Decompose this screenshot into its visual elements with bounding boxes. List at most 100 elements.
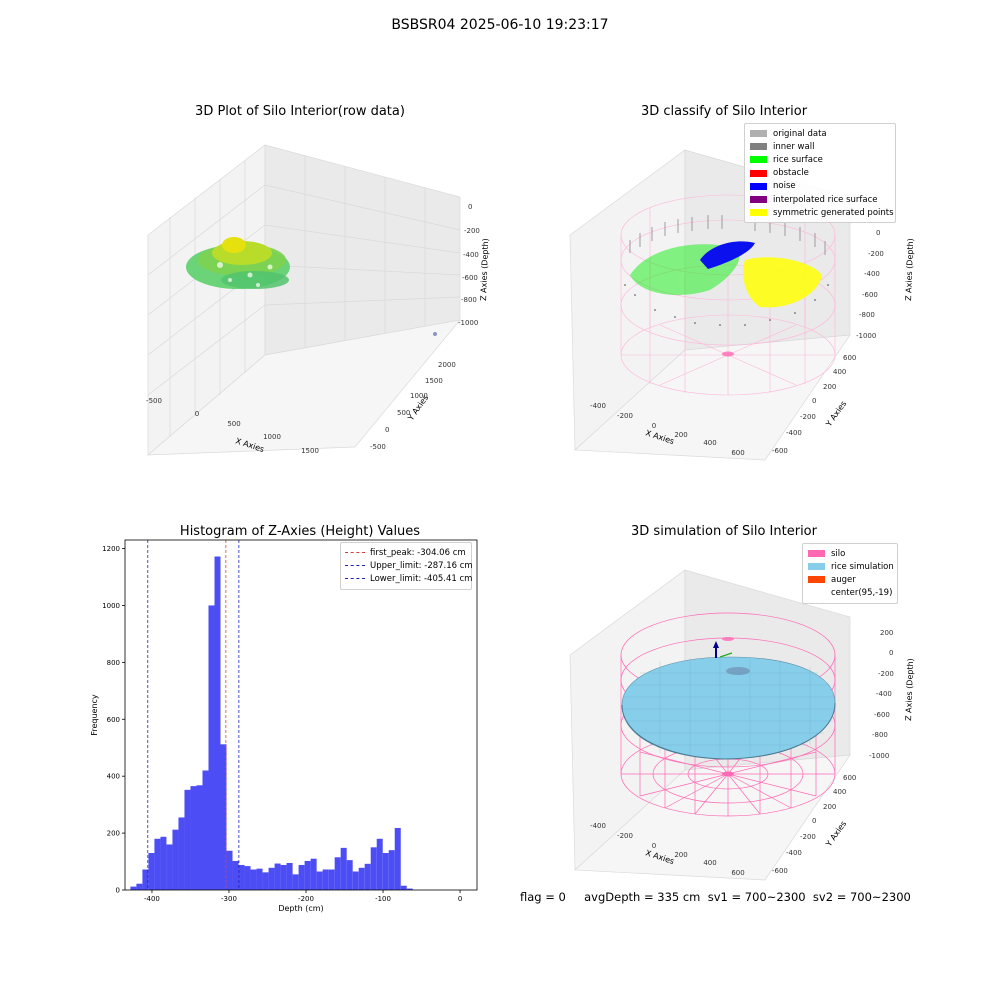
histogram-bar: [358, 867, 365, 890]
x-tick-label: -400: [144, 895, 160, 903]
svg-text:-1000: -1000: [458, 319, 478, 327]
histogram-bar: [334, 857, 341, 890]
histogram-ylabel: Frequency: [90, 694, 99, 736]
legend-swatch: [750, 209, 767, 217]
histogram-bar: [232, 860, 239, 890]
legend-item: obstacle: [750, 167, 890, 180]
legend-swatch: [750, 169, 767, 177]
histogram-bars: [130, 556, 413, 890]
histogram-bar: [322, 869, 329, 890]
legend-item: rice surface: [750, 153, 890, 166]
svg-text:0: 0: [195, 410, 199, 418]
legend-swatch: [750, 156, 767, 164]
x-tick-label: -100: [375, 895, 391, 903]
y-tick-label: 0: [116, 887, 120, 895]
svg-text:-500: -500: [370, 443, 386, 451]
svg-text:-800: -800: [859, 311, 875, 319]
svg-text:0: 0: [889, 649, 893, 657]
histogram-bar: [178, 817, 185, 890]
panel1-axes-box: [147, 144, 461, 456]
panel4-plot: -400 -200 0 200 400 600 -600 -400 -200 0…: [569, 569, 915, 881]
histogram-bar: [208, 605, 215, 890]
histogram-bar: [190, 786, 197, 890]
histogram-frame: [124, 539, 478, 891]
histogram-bar: [244, 866, 251, 890]
svg-text:0: 0: [385, 426, 389, 434]
legend-swatch: [750, 182, 767, 190]
histogram-bar: [370, 847, 377, 890]
histogram-bar: [280, 864, 287, 890]
histogram-bar: [346, 860, 353, 890]
panel4-ylabel: Y Axies: [824, 819, 849, 849]
legend-line: [345, 578, 365, 580]
svg-text:600: 600: [731, 869, 744, 877]
histogram-bar: [292, 874, 299, 890]
histogram-bar: [160, 836, 167, 890]
histogram-legend: first_peak: -304.06 cm Upper_limit: -287…: [340, 542, 473, 590]
panel1-plot: -500 0 500 1000 1500 -500 0 500 1000 150…: [146, 144, 490, 456]
svg-text:-200: -200: [464, 227, 480, 235]
svg-text:400: 400: [833, 788, 846, 796]
svg-text:400: 400: [703, 439, 716, 447]
histogram-bar: [376, 838, 383, 890]
legend-item: first_peak: -304.06 cm: [345, 546, 467, 559]
svg-text:2000: 2000: [438, 361, 456, 369]
y-tick-label: 800: [107, 659, 120, 667]
svg-text:500: 500: [397, 409, 410, 417]
svg-text:400: 400: [703, 859, 716, 867]
svg-text:200: 200: [823, 803, 836, 811]
panel4-legend: silo rice simulation auger center(95,-19…: [802, 543, 898, 604]
histogram-bar: [196, 785, 203, 890]
panel2-ylabel: Y Axies: [824, 399, 849, 429]
panel2-zlabel: Z Axies (Depth): [904, 238, 915, 301]
svg-text:-200: -200: [617, 832, 633, 840]
svg-text:1500: 1500: [301, 447, 319, 455]
histogram-bar: [202, 770, 209, 890]
svg-text:-400: -400: [786, 849, 802, 857]
svg-text:600: 600: [731, 449, 744, 457]
histogram-xlabel: Depth (cm): [278, 904, 323, 913]
histogram-bar: [328, 869, 335, 890]
legend-item: noise: [750, 180, 890, 193]
histogram-bar: [142, 869, 149, 890]
legend-swatch: [808, 576, 825, 584]
legend-line: [345, 565, 365, 567]
svg-text:-600: -600: [462, 274, 478, 282]
panel4-zlabel: Z Axies (Depth): [904, 658, 915, 721]
y-tick-label: 1200: [102, 545, 120, 553]
histogram-bar: [238, 864, 245, 890]
histogram-bar: [172, 829, 179, 890]
svg-text:0: 0: [652, 842, 656, 850]
histogram-bar: [184, 789, 191, 890]
y-tick-label: 600: [107, 716, 120, 724]
histogram-bar: [214, 556, 221, 890]
panel2-point-cloud: [624, 215, 829, 326]
histogram-plot: -400 -300 -200 -100 0 020040060080010001200 …: [90, 539, 478, 913]
legend-swatch: [808, 550, 825, 558]
legend-item: interpolated rice surface: [750, 193, 890, 206]
histogram-bar: [286, 862, 293, 890]
svg-text:200: 200: [823, 383, 836, 391]
svg-text:-1000: -1000: [856, 332, 876, 340]
legend-swatch: [808, 563, 825, 571]
histogram-reference-lines: [147, 540, 240, 890]
svg-text:1000: 1000: [410, 392, 428, 400]
figure-title: BSBSR04 2025-06-10 19:23:17: [391, 17, 609, 33]
legend-item: auger: [808, 573, 892, 586]
svg-text:-200: -200: [868, 250, 884, 258]
histogram-yticks: 0 200 400 600 800 1000 1200: [102, 545, 125, 895]
histogram-bar: [274, 863, 281, 890]
panel2-title: 3D classify of Silo Interior: [640, 104, 808, 119]
svg-text:-400: -400: [786, 429, 802, 437]
svg-text:-800: -800: [872, 731, 888, 739]
svg-text:600: 600: [843, 354, 856, 362]
x-tick-label: 0: [458, 895, 462, 903]
x-tick-label: -200: [298, 895, 314, 903]
svg-text:0: 0: [876, 229, 880, 237]
histogram-bar: [256, 868, 263, 890]
svg-text:1000: 1000: [263, 433, 281, 441]
panel4-auger-marker: [722, 771, 734, 777]
histogram-bar: [406, 888, 413, 890]
legend-item: symmetric generated points: [750, 206, 894, 219]
svg-text:-600: -600: [874, 711, 890, 719]
